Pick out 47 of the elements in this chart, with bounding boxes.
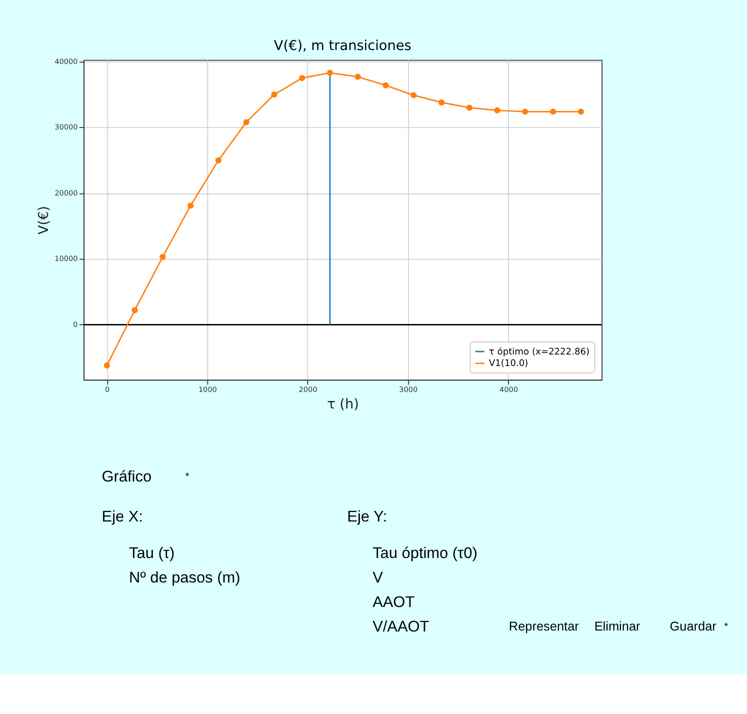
y-tick-label: 20000	[54, 188, 78, 198]
y-tick-label: 30000	[54, 122, 78, 132]
x-tick-label: 0	[105, 384, 110, 394]
text: Gráfico	[102, 468, 152, 486]
point	[494, 107, 500, 114]
point	[410, 92, 417, 98]
x-tick-label: 2000	[298, 384, 318, 394]
text: Eje Y:	[347, 508, 388, 526]
text: Eje X:	[102, 508, 143, 526]
point	[215, 157, 222, 164]
x-axis-title: τ (h)	[327, 396, 359, 412]
text: V	[372, 569, 384, 586]
text: Nº de pasos (m)	[129, 569, 240, 586]
text: Tau óptimo (τ0)	[372, 544, 478, 562]
point	[326, 70, 333, 76]
chart-title: V(€), m transiciones	[274, 38, 412, 54]
point	[132, 307, 138, 314]
point	[271, 92, 278, 98]
legend-label: V1(10.0)	[488, 359, 528, 370]
point	[438, 99, 445, 106]
y-tick-label: 0	[73, 320, 78, 329]
text: AAOT	[372, 594, 416, 611]
text: Guardar	[670, 618, 718, 634]
y-tick-label: 10000	[54, 254, 78, 264]
point	[550, 108, 556, 115]
y-tick-label: 40000	[54, 56, 78, 66]
point	[522, 108, 528, 115]
x-tick-label: 1000	[198, 384, 218, 394]
point	[578, 108, 584, 115]
x-tick-label: 3000	[399, 384, 418, 394]
point	[243, 119, 250, 126]
point	[160, 254, 166, 260]
x-tick-label: 4000	[499, 384, 518, 394]
point	[187, 202, 194, 209]
point	[354, 74, 361, 80]
text: Eliminar	[594, 618, 642, 634]
text: *	[724, 622, 728, 633]
y-axis-title: V(€)	[36, 206, 52, 235]
text: *	[185, 472, 190, 483]
legend-label: τ óptimo (x=2222.86)	[488, 346, 590, 358]
text: V/AAOT	[372, 618, 430, 636]
text: Representar	[508, 618, 580, 634]
point	[466, 104, 472, 111]
text: Tau (τ)	[129, 544, 175, 562]
point	[382, 82, 389, 88]
point	[299, 75, 306, 82]
point	[104, 362, 110, 368]
